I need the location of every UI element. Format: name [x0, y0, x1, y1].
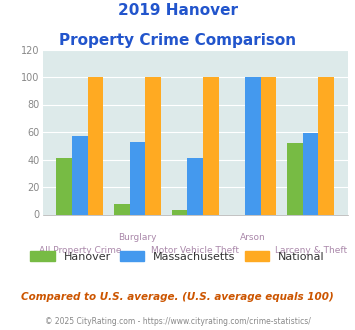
Text: All Property Crime: All Property Crime — [39, 246, 121, 255]
Text: Burglary: Burglary — [118, 233, 157, 242]
Text: © 2025 CityRating.com - https://www.cityrating.com/crime-statistics/: © 2025 CityRating.com - https://www.city… — [45, 317, 310, 326]
Text: Larceny & Theft: Larceny & Theft — [274, 246, 347, 255]
Text: Compared to U.S. average. (U.S. average equals 100): Compared to U.S. average. (U.S. average … — [21, 292, 334, 302]
Bar — [187, 158, 203, 214]
Text: Motor Vehicle Theft: Motor Vehicle Theft — [151, 246, 239, 255]
Bar — [172, 211, 187, 214]
Bar — [114, 204, 130, 214]
Bar — [88, 77, 103, 214]
Bar — [303, 133, 318, 214]
Bar — [56, 158, 72, 214]
Text: Property Crime Comparison: Property Crime Comparison — [59, 33, 296, 48]
Bar — [261, 77, 276, 214]
Bar — [203, 77, 219, 214]
Bar — [145, 77, 161, 214]
Text: 2019 Hanover: 2019 Hanover — [118, 3, 237, 18]
Bar — [318, 77, 334, 214]
Bar — [245, 77, 261, 214]
Bar — [72, 136, 88, 214]
Bar — [130, 142, 145, 214]
Legend: Hanover, Massachusetts, National: Hanover, Massachusetts, National — [26, 247, 329, 267]
Text: Arson: Arson — [240, 233, 266, 242]
Bar — [287, 143, 303, 214]
